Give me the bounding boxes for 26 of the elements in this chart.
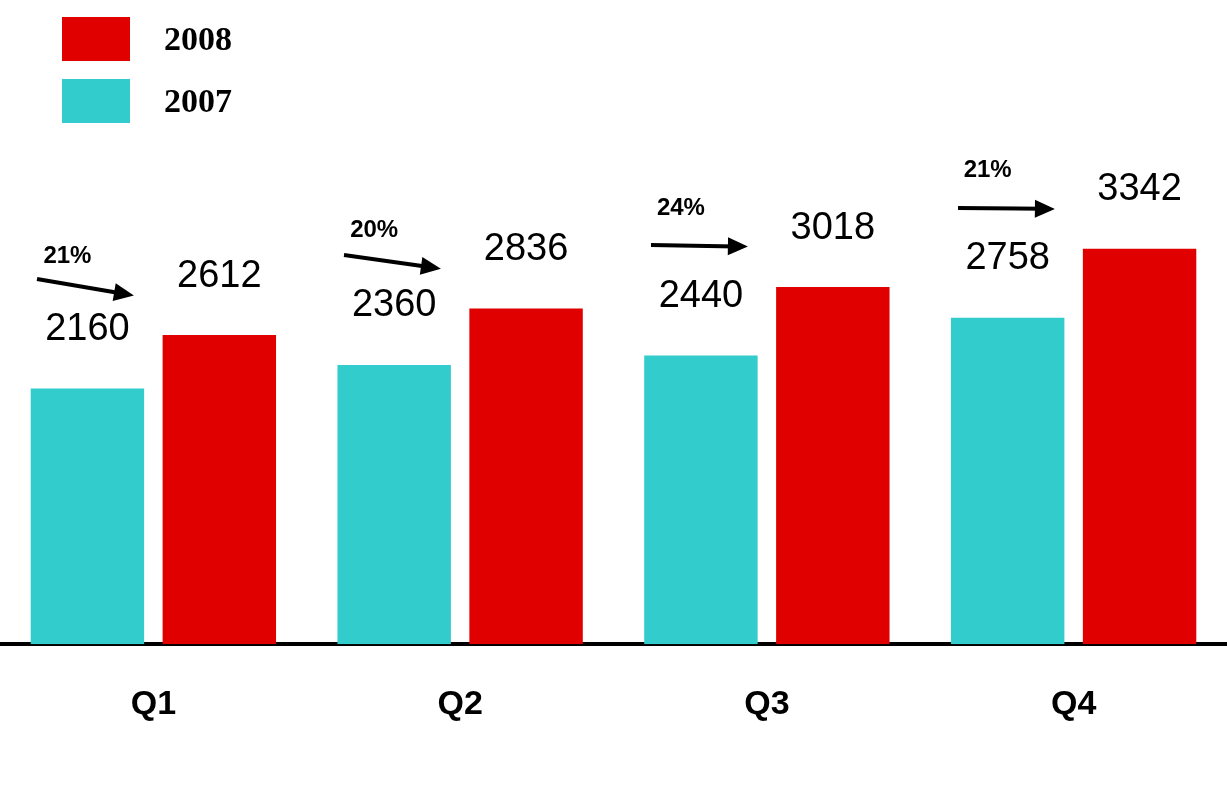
x-tick-label: Q1 [130,682,177,721]
x-tick-label: Q4 [1050,682,1097,721]
bar [644,355,758,645]
data-label: 2612 [177,252,262,295]
annotation: 21% [43,241,92,270]
text: 20% [350,214,399,243]
text: 21% [963,154,1012,183]
data-label: 3018 [790,204,876,247]
bar [776,287,890,645]
data-label: 2758 [965,235,1050,278]
bar [162,335,277,645]
data-label: 2160 [45,306,130,349]
bar [30,388,145,645]
text: 24% [656,193,705,222]
bar [1082,248,1197,645]
data-label: 2836 [483,226,569,269]
data-label: 2360 [351,282,437,325]
data-label: 2440 [658,272,744,315]
x-tick-label: Q2 [437,682,483,721]
bar [337,364,451,645]
x-tick-label: Q3 [744,682,790,721]
bar [469,308,583,645]
bar [950,317,1065,645]
legend-label: 2007 [164,82,232,120]
data-label: 3342 [1097,166,1182,209]
legend-label: 2008 [164,20,232,58]
